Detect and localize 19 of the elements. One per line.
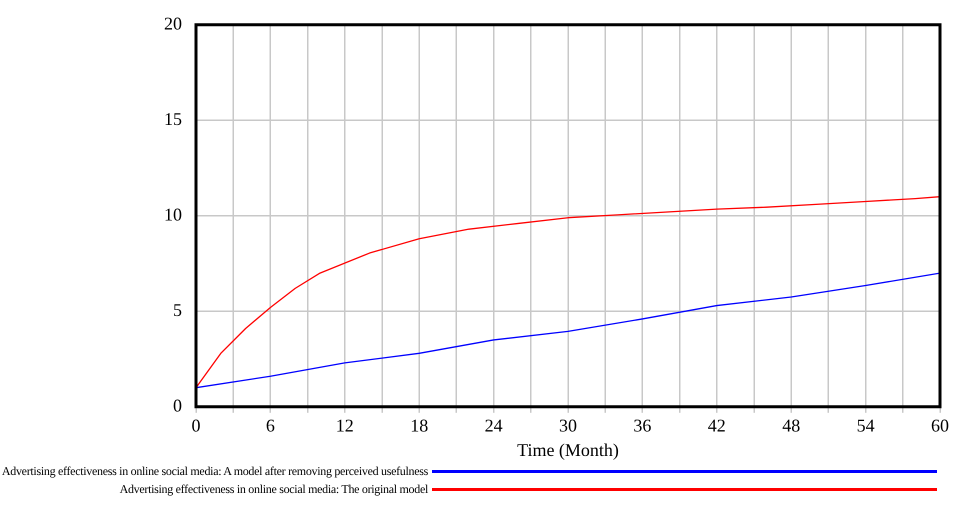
x-tick-label: 6: [266, 415, 275, 436]
y-tick-label: 15: [164, 109, 182, 130]
legend-label: Advertising effectiveness in online social media: A model after removing perceived usefulness: [0, 464, 428, 478]
y-tick-label: 5: [173, 300, 182, 320]
y-tick-label: 0: [173, 396, 182, 416]
y-tick-label: 10: [164, 204, 182, 225]
x-tick-label: 30: [559, 415, 577, 436]
x-tick-label: 60: [931, 415, 949, 436]
x-tick-label: 18: [410, 415, 428, 436]
x-tick-label: 54: [856, 415, 875, 436]
x-tick-label: 48: [782, 415, 800, 436]
x-tick-label: 42: [708, 415, 726, 436]
x-tick-label: 12: [336, 415, 354, 436]
y-tick-label: 20: [164, 14, 182, 34]
x-tick-label: 36: [633, 415, 652, 436]
x-axis-title: Time (Month): [517, 440, 619, 460]
x-tick-label: 0: [192, 415, 200, 436]
legend-label: Advertising effectiveness in online social media: The original model: [118, 482, 428, 496]
x-tick-label: 24: [484, 415, 503, 436]
